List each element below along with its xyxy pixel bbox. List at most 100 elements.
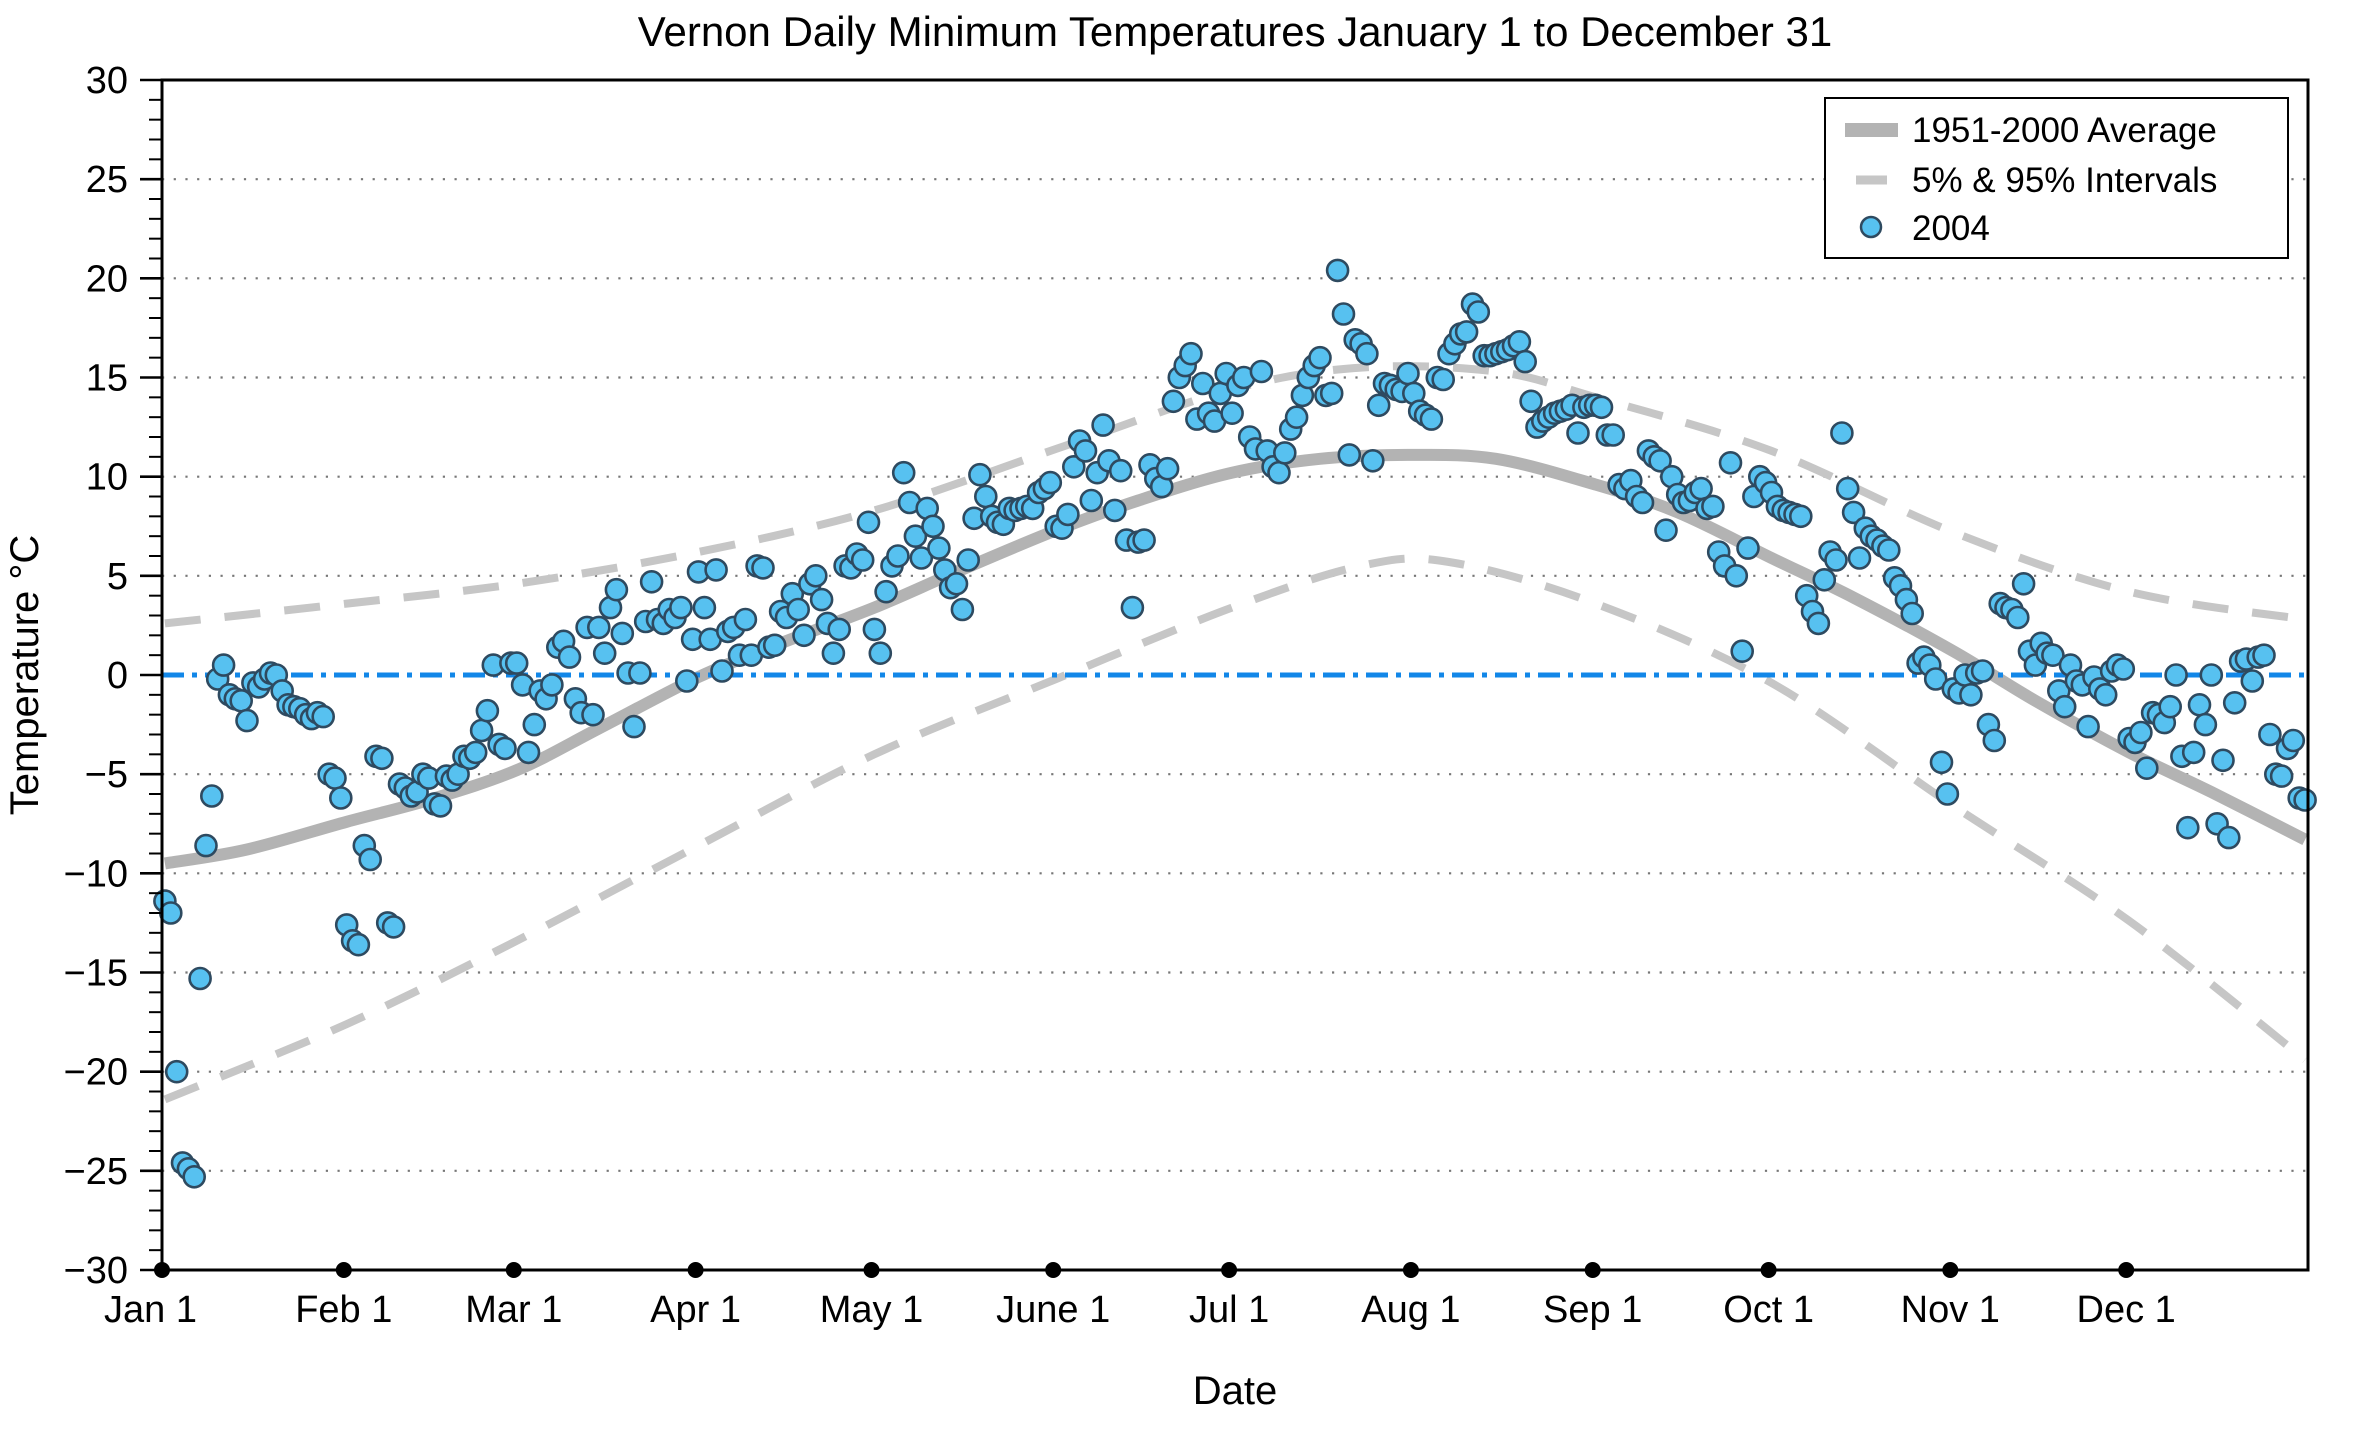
legend-item-2004: 2004 [1912,209,1990,248]
scatter-point [669,595,693,620]
scatter-point [370,746,394,771]
x-axis-tick-label: May 1 [820,1289,923,1331]
scatter-point [751,556,775,580]
scatter-point [1877,538,1901,562]
scatter-point [1970,659,1995,683]
scatter-point [1179,341,1203,366]
scatter-point [856,510,881,535]
scatter-point [903,524,928,549]
scatter-point [710,659,734,683]
month-tick-dot [2118,1262,2135,1278]
scatter-point [909,546,934,570]
scatter-point [311,704,336,729]
scatter-point [2041,643,2065,668]
scatter-point [164,1059,189,1084]
scatter-point [358,847,383,872]
scatter-point [1337,443,1362,467]
scatter-point [968,462,992,487]
scatter-point [1355,341,1379,366]
scatter-point [1161,389,1186,414]
month-tick-dot [1402,1262,1419,1278]
scatter-point [592,641,617,666]
scatter-point [2181,740,2206,765]
scatter-point [1630,490,1655,515]
scatter-point [1648,448,1672,473]
scatter-point [1824,548,1848,572]
scatter-point [1701,494,1725,519]
month-tick-dot [1045,1262,1062,1278]
scatter-point [2293,788,2317,812]
scatter-point [1601,423,1625,447]
y-axis-tick-label: 10 [86,457,128,499]
x-axis-tick-label: June 1 [996,1289,1110,1331]
month-tick-dot [1584,1262,1601,1278]
scatter-point [2240,669,2265,693]
scatter-point [1273,441,1297,465]
scatter-point [2076,714,2100,739]
x-axis-tick-label: Feb 1 [295,1289,392,1331]
y-axis-tick-label: 15 [86,358,128,400]
y-axis-tick-label: −30 [64,1250,128,1292]
scatter-point [944,571,969,596]
scatter-point [1724,563,1749,588]
scatter-point [1730,639,1754,664]
scatter-point [1361,448,1385,473]
scatter-point [188,966,212,991]
scatter-point [346,932,371,957]
scatter-point [1396,361,1420,386]
legend: 1951-2000 Average 5% & 95% Intervals 200… [1824,97,2289,259]
scatter-point [1566,421,1590,445]
scatter-point [2111,657,2136,681]
scatter-point [1220,401,1244,426]
scatter-point [1120,595,1145,620]
scatter-point [733,607,758,632]
scatter-point [328,786,353,810]
scatter-point [463,740,488,765]
x-axis-tick-label: Jan 1 [104,1289,197,1331]
month-tick-dot [1221,1262,1238,1278]
scatter-point [2158,694,2182,719]
x-axis-tick-label: Nov 1 [1901,1289,2000,1331]
x-axis-tick-label: Mar 1 [465,1289,562,1331]
scatter-point [850,548,875,572]
scatter-point [428,794,453,818]
scatter-point [2011,571,2036,596]
plot-area: −30 −25 −20 −15 −10 −5 0 5 10 15 20 25 30 Jan 1 Feb 1 M… [64,60,2317,1331]
scatter-point [2211,748,2235,773]
legend-item-intervals: 5% & 95% Intervals [1912,161,2217,200]
scatter-point [827,617,852,642]
y-axis-tick-label: 5 [107,556,128,598]
scatter-point [1654,518,1678,543]
y-axis-tick-label: −5 [85,754,128,796]
scatter-point [1806,611,1831,636]
scatter-point [2129,720,2153,745]
x-axis-tick-label: Aug 1 [1361,1289,1460,1331]
scatter-point [874,579,898,604]
scatter-point [504,651,529,675]
scatter-point [1841,500,1866,525]
month-tick-dot [1760,1262,1777,1278]
scatter-point [381,915,406,939]
y-axis-tick-label: 0 [107,655,128,697]
x-axis-tick-label: Apr 1 [650,1289,741,1331]
scatter-point [809,587,834,612]
scatter-point [610,621,635,646]
scatter-point [1308,345,1332,370]
scatter-point [803,563,828,588]
month-tick-dot [687,1262,704,1278]
scatter-point [182,1165,206,1189]
scatter-point [581,702,605,727]
scatter-point [1284,405,1309,430]
scatter-point [1789,504,1813,529]
scatter-point [862,617,887,642]
scatter-point [2252,643,2276,668]
y-axis-title: Temperature °C [3,535,47,816]
scatter-point [1589,395,1614,420]
scatter-point [475,698,500,723]
x-axis-tick-label: Sep 1 [1543,1289,1642,1331]
scatter-point [200,784,224,808]
scatter-point [891,460,916,485]
scatter-point [868,641,893,666]
